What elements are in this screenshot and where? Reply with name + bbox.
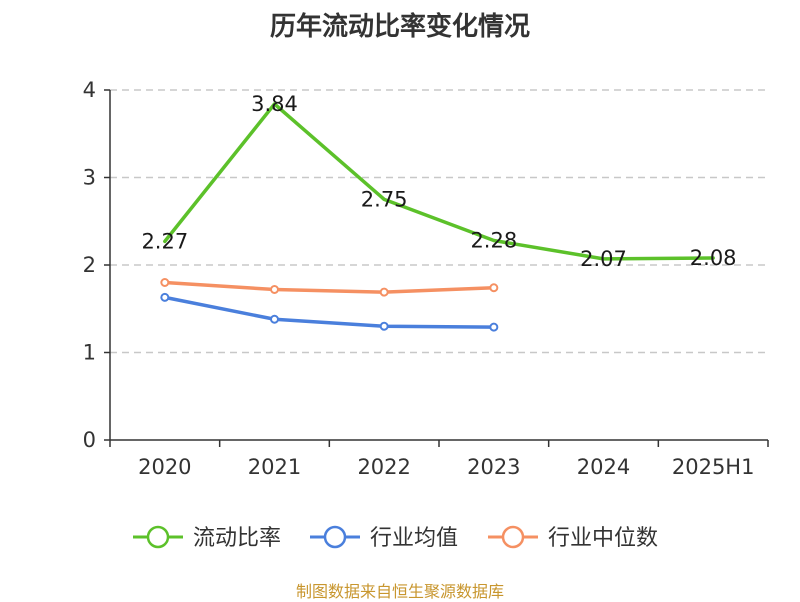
data-label: 2.28 [470,229,517,253]
legend-marker-swatch[interactable] [146,525,170,549]
chart-title: 历年流动比率变化情况 [269,12,530,42]
axes: 0 1 2 3 4 2020 2021 2022 2023 2024 2025H1 [83,78,769,479]
series-line [163,295,496,329]
series-line [163,280,496,294]
y-tick-label: 2 [83,253,96,277]
data-point [160,278,170,287]
data-point [379,287,389,297]
x-tick-label: 2023 [467,455,520,479]
data-label: 2.08 [690,246,737,270]
x-tick-label: 2020 [138,455,191,479]
data-label: 2.75 [361,187,408,211]
data-label: 2.27 [141,229,188,253]
legend-label[interactable]: 行业均值 [370,526,458,551]
data-point [270,314,279,324]
x-tick-label: 2025H1 [672,455,755,479]
y-tick-label: 1 [83,341,96,365]
data-point [270,285,279,294]
grid-lines [110,89,768,354]
data-label: 3.84 [251,92,298,116]
data-point [489,283,499,293]
legend-label[interactable]: 流动比率 [193,526,281,551]
x-tick-label: 2021 [248,455,301,479]
series-line [163,102,715,261]
y-tick-label: 4 [83,78,96,102]
x-tick-label: 2024 [577,455,630,479]
series-lines [160,102,715,332]
legend-label[interactable]: 行业中位数 [548,526,658,551]
data-label: 2.07 [580,247,627,271]
legend[interactable]: 流动比率 行业均值 行业中位数 [133,525,658,551]
data-labels: 2.27 3.84 2.75 2.28 2.07 2.08 [141,92,736,271]
y-tick-label: 0 [83,428,96,452]
data-point [160,292,170,302]
legend-marker-swatch[interactable] [323,525,347,549]
y-tick-label: 3 [83,166,96,190]
data-point [489,322,499,332]
data-point [379,321,389,331]
source-note: 制图数据来自恒生聚源数据库 [295,582,504,601]
x-tick-label: 2022 [357,455,410,479]
legend-marker-swatch[interactable] [501,525,525,549]
